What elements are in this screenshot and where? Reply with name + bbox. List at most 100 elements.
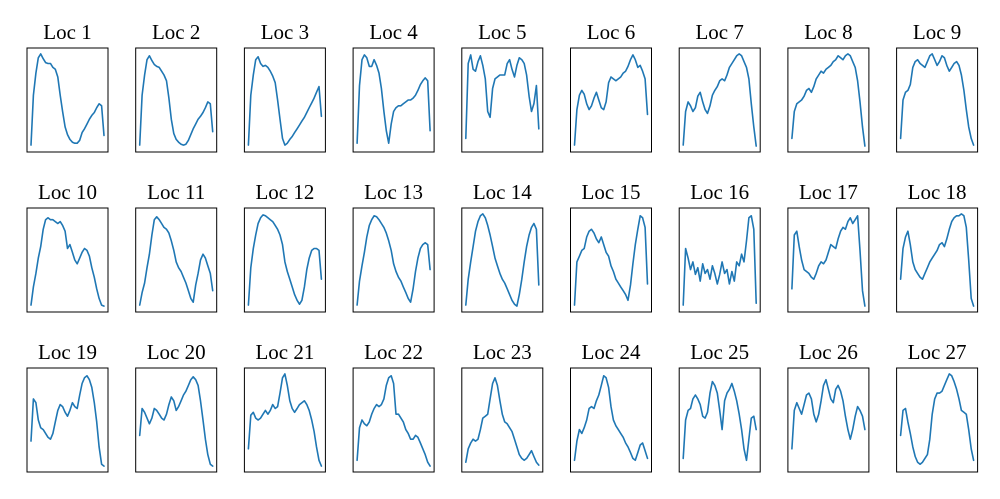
series-line (899, 213, 975, 307)
series-line (899, 373, 975, 466)
series-line (356, 54, 431, 144)
series-line (899, 53, 975, 146)
panel: Loc 22 (352, 340, 435, 473)
panel-frame (570, 47, 652, 153)
panel: Loc 21 (243, 340, 326, 473)
panel-frame (352, 367, 435, 473)
panel: Loc 10 (26, 180, 109, 313)
panel: Loc 14 (461, 180, 544, 313)
series-line (30, 374, 105, 467)
series-line (247, 214, 323, 306)
panel-frame (570, 367, 652, 473)
panel-title: Loc 21 (255, 340, 314, 364)
panel-title: Loc 11 (147, 180, 205, 204)
series-line (356, 374, 431, 467)
panel: Loc 11 (135, 180, 218, 313)
series-line (791, 378, 866, 450)
panel: Loc 26 (787, 340, 870, 473)
panel: Loc 2 (135, 20, 218, 153)
panel-title: Loc 2 (152, 20, 200, 44)
panel-frame (26, 367, 109, 473)
panel-frame (787, 47, 870, 153)
series-line (30, 53, 105, 146)
series-line (138, 375, 214, 467)
panel-frame (570, 207, 652, 313)
panel-frame (461, 207, 544, 313)
series-line (573, 54, 649, 146)
panel-title: Loc 22 (364, 340, 423, 364)
series-line (30, 217, 105, 307)
panel-title: Loc 1 (43, 20, 91, 44)
panel: Loc 18 (896, 180, 979, 313)
panel-frame (461, 47, 544, 153)
panel-frame (678, 367, 761, 473)
panel-title: Loc 18 (908, 180, 967, 204)
panel: Loc 17 (787, 180, 870, 313)
panel: Loc 6 (570, 20, 652, 153)
series-line (247, 373, 323, 467)
series-line (791, 53, 866, 147)
panel-title: Loc 14 (473, 180, 532, 204)
panel-title: Loc 6 (587, 20, 635, 44)
panel-title: Loc 20 (147, 340, 206, 364)
panel: Loc 24 (570, 340, 652, 473)
panel-title: Loc 4 (369, 20, 418, 44)
panel-frame (243, 207, 326, 313)
panel-title: Loc 9 (913, 20, 961, 44)
panel-title: Loc 10 (38, 180, 97, 204)
panel: Loc 3 (243, 20, 326, 153)
panel-frame (135, 47, 218, 153)
panel-frame (678, 47, 761, 153)
series-line (682, 215, 758, 306)
panel-frame (352, 47, 435, 153)
series-line (573, 374, 649, 462)
panel: Loc 15 (570, 180, 652, 313)
series-line (138, 216, 214, 306)
panel-frame (135, 207, 218, 313)
panel-frame (243, 47, 326, 153)
panel: Loc 23 (461, 340, 544, 473)
panel-title: Loc 19 (38, 340, 97, 364)
panel: Loc 20 (135, 340, 218, 473)
panel-title: Loc 12 (255, 180, 314, 204)
panel-title: Loc 13 (364, 180, 423, 204)
panel-frame (678, 207, 761, 313)
panel: Loc 16 (678, 180, 761, 313)
panel-title: Loc 23 (473, 340, 532, 364)
panel-frame (243, 367, 326, 473)
panel-title: Loc 24 (582, 340, 641, 364)
panel-title: Loc 8 (804, 20, 852, 44)
panel-frame (787, 207, 870, 313)
panel-frame (352, 207, 435, 313)
panel-frame (896, 47, 979, 153)
panel-title: Loc 5 (478, 20, 526, 44)
series-line (682, 380, 758, 462)
panel-title: Loc 26 (799, 340, 858, 364)
panel-frame (461, 367, 544, 473)
panel-title: Loc 7 (695, 20, 743, 44)
panel: Loc 1 (26, 20, 109, 153)
panel: Loc 19 (26, 340, 109, 473)
panel-frame (896, 367, 979, 473)
panel: Loc 5 (461, 20, 544, 153)
panel-title: Loc 15 (582, 180, 641, 204)
panel: Loc 12 (243, 180, 326, 313)
panel: Loc 13 (352, 180, 435, 313)
series-line (464, 54, 540, 140)
panel: Loc 27 (896, 340, 979, 473)
panel: Loc 9 (896, 20, 979, 153)
panel: Loc 25 (678, 340, 761, 473)
panel-title: Loc 17 (799, 180, 858, 204)
series-line (138, 54, 214, 146)
panel-frame (787, 367, 870, 473)
series-line (682, 53, 758, 147)
panel-frame (26, 47, 109, 153)
series-line (247, 55, 323, 146)
series-line (573, 215, 649, 306)
panel: Loc 4 (352, 20, 435, 153)
panel: Loc 8 (787, 20, 870, 153)
panel-title: Loc 27 (908, 340, 967, 364)
series-line (356, 215, 431, 306)
panel-title: Loc 3 (261, 20, 309, 44)
